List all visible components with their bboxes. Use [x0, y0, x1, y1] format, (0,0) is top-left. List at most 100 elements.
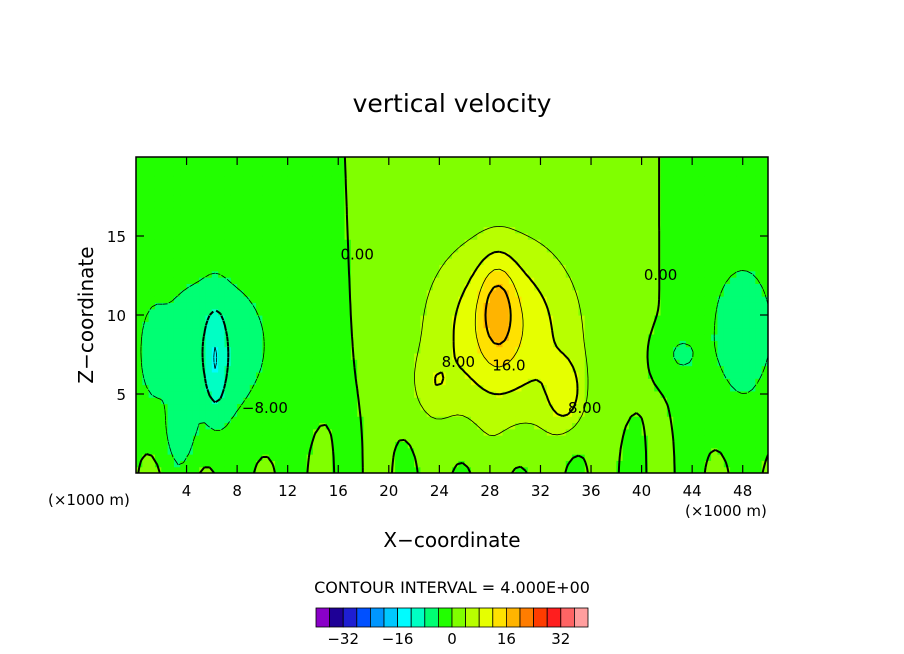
field-cell — [325, 441, 333, 449]
field-cell — [521, 435, 529, 442]
field-cell — [711, 403, 719, 411]
field-cell — [167, 435, 175, 442]
field-cell — [243, 163, 251, 171]
field-cell — [154, 182, 162, 190]
field-cell — [616, 371, 624, 379]
field-cell — [357, 371, 365, 379]
field-cell — [698, 232, 706, 240]
field-cell — [521, 390, 529, 398]
field-cell — [161, 416, 169, 424]
field-cell — [458, 264, 466, 272]
field-cell — [237, 277, 245, 284]
field-cell — [376, 207, 384, 215]
field-cell — [407, 384, 415, 392]
field-cell — [483, 435, 491, 442]
field-cell — [268, 397, 276, 405]
field-cell — [388, 359, 396, 367]
field-cell — [647, 207, 655, 215]
field-cell — [230, 194, 238, 202]
field-cell — [148, 371, 156, 379]
field-cell — [527, 270, 535, 278]
field-cell — [452, 258, 459, 266]
field-cell — [452, 365, 459, 373]
field-cell — [161, 201, 169, 209]
field-cell — [218, 333, 226, 341]
field-cell — [243, 403, 251, 411]
field-cell — [382, 435, 390, 442]
field-cell — [331, 188, 339, 196]
field-cell — [407, 245, 415, 253]
field-cell — [635, 441, 643, 449]
field-cell — [496, 302, 504, 310]
field-cell — [300, 194, 308, 202]
field-cell — [325, 213, 333, 221]
field-cell — [350, 340, 358, 348]
field-cell — [287, 340, 295, 348]
field-cell — [496, 157, 504, 164]
field-cell — [256, 188, 263, 196]
field-cell — [559, 175, 567, 183]
field-cell — [496, 441, 504, 449]
field-cell — [218, 289, 226, 297]
field-cell — [496, 220, 504, 228]
field-cell — [249, 157, 257, 164]
field-cell — [616, 321, 624, 329]
field-cell — [711, 384, 719, 392]
field-cell — [363, 245, 371, 253]
field-cell — [742, 188, 750, 196]
field-cell — [458, 220, 466, 228]
field-cell — [742, 201, 750, 209]
field-cell — [357, 232, 365, 240]
field-cell — [401, 384, 409, 392]
field-cell — [281, 270, 289, 278]
field-cell — [407, 251, 415, 259]
field-cell — [458, 384, 466, 392]
field-cell — [262, 289, 270, 297]
field-cell — [470, 296, 478, 303]
field-cell — [407, 315, 415, 322]
field-cell — [723, 384, 731, 392]
field-cell — [452, 447, 459, 455]
field-cell — [736, 175, 744, 183]
field-cell — [325, 226, 333, 234]
field-cell — [382, 352, 390, 360]
field-cell — [711, 428, 719, 436]
field-cell — [647, 435, 655, 442]
field-cell — [161, 315, 169, 322]
field-cell — [647, 213, 655, 221]
field-cell — [647, 333, 655, 341]
field-cell — [287, 403, 295, 411]
field-cell — [300, 302, 308, 310]
field-cell — [256, 264, 263, 272]
field-cell — [572, 239, 579, 247]
field-cell — [338, 321, 346, 329]
field-cell — [685, 435, 693, 442]
field-cell — [464, 359, 472, 367]
field-cell — [660, 226, 668, 234]
field-cell — [395, 384, 403, 392]
field-cell — [546, 220, 554, 228]
field-cell — [186, 365, 194, 373]
field-cell — [540, 397, 548, 405]
field-cell — [369, 277, 377, 284]
field-cell — [685, 422, 693, 430]
field-cell — [603, 371, 611, 379]
field-cell — [154, 409, 162, 417]
field-cell — [730, 308, 737, 316]
field-cell — [591, 352, 598, 360]
field-cell — [742, 340, 750, 348]
field-cell — [477, 403, 485, 411]
field-cell — [673, 277, 681, 284]
field-cell — [666, 251, 674, 259]
field-cell — [628, 245, 636, 253]
field-cell — [736, 296, 744, 303]
field-cell — [742, 378, 750, 386]
field-cell — [382, 296, 390, 303]
field-cell — [249, 454, 257, 461]
field-cell — [597, 245, 605, 253]
field-cell — [224, 251, 232, 259]
field-cell — [433, 283, 440, 291]
field-cell — [565, 447, 573, 455]
field-cell — [489, 466, 497, 473]
field-cell — [445, 352, 453, 360]
